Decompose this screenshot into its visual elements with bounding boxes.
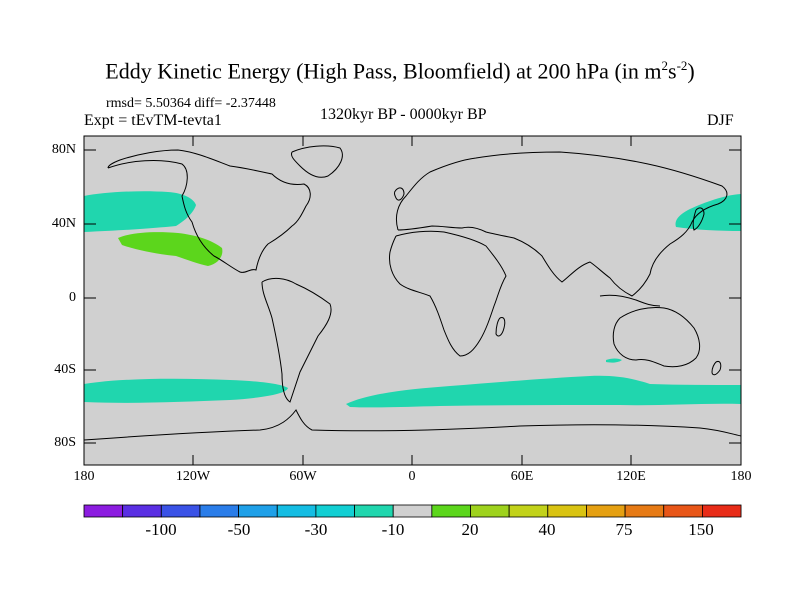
colorbar-box xyxy=(470,504,510,518)
new-zealand-coast xyxy=(711,361,722,376)
colorbar-label: -10 xyxy=(381,520,405,539)
colorbar-label: -50 xyxy=(227,520,251,539)
north-america-coast xyxy=(107,149,311,273)
colorbar-label: -100 xyxy=(145,520,177,539)
lat-label-80n: 80N xyxy=(51,142,76,157)
madagascar-coast xyxy=(495,317,506,337)
lon-label-180w: 180 xyxy=(73,469,95,484)
lon-label-60e: 60E xyxy=(510,469,534,484)
british-isles-coast xyxy=(394,187,405,201)
rmsd-diff-stats: rmsd= 5.50364 diff= -2.37448 xyxy=(106,96,276,111)
colorbar-label: 75 xyxy=(615,520,633,539)
colorbar-box xyxy=(508,504,549,518)
colorbar-box xyxy=(199,504,239,518)
colorbar-box xyxy=(122,504,162,518)
colorbar-label: 40 xyxy=(538,520,556,539)
subtropical-pacific-shading xyxy=(118,232,223,266)
map-background xyxy=(84,136,741,465)
colorbar-box xyxy=(547,504,587,518)
colorbar-box xyxy=(354,504,394,518)
lon-label-60w: 60W xyxy=(289,469,317,484)
eurasia-coast xyxy=(395,151,728,297)
lat-label-40n: 40N xyxy=(51,216,76,231)
plot-title: Eddy Kinetic Energy (High Pass, Bloomfie… xyxy=(105,58,695,84)
colorbar-box xyxy=(83,504,124,518)
southern-ocean-pacific-shading xyxy=(84,378,288,403)
experiment-label: Expt = tEvTM-tevta1 xyxy=(84,112,222,129)
lat-ticks xyxy=(84,149,741,444)
antarctica-coast xyxy=(84,409,741,441)
colorbar-label: -30 xyxy=(304,520,328,539)
colorbar-box xyxy=(160,504,201,518)
lon-ticks xyxy=(192,136,632,465)
lon-label-120w: 120W xyxy=(175,469,211,484)
colorbar-label: 150 xyxy=(688,520,714,539)
colorbar-box xyxy=(663,504,703,518)
lat-label-40s: 40S xyxy=(54,362,76,377)
colorbar-box xyxy=(702,504,742,518)
japan-coast xyxy=(692,207,705,231)
australia-coast xyxy=(612,307,701,368)
colorbar-box xyxy=(431,504,471,518)
lon-label-0: 0 xyxy=(408,469,416,484)
colorbar-box xyxy=(276,504,317,518)
indonesia-coast xyxy=(599,294,661,307)
africa-coast xyxy=(389,230,507,357)
colorbar-box xyxy=(238,504,278,518)
colorbar-box xyxy=(315,504,355,518)
indian-ocean-patch xyxy=(606,358,622,363)
lon-label-180e: 180 xyxy=(730,469,752,484)
greenland-coast xyxy=(291,145,343,178)
period-label: 1320kyr BP - 0000kyr BP xyxy=(320,106,487,123)
season-label: DJF xyxy=(707,112,734,129)
colorbar-box xyxy=(586,504,626,518)
coastlines xyxy=(84,145,741,441)
lon-label-120e: 120E xyxy=(616,469,646,484)
colorbar-box xyxy=(392,504,433,518)
north-pacific-west-shading xyxy=(84,191,196,232)
lat-label-0: 0 xyxy=(69,290,76,305)
lat-label-80s: 80S xyxy=(54,435,76,450)
map-content xyxy=(84,145,741,441)
colorbar-box xyxy=(624,504,665,518)
colorbar xyxy=(83,504,742,518)
southern-ocean-atlantic-indian-shading xyxy=(346,375,741,408)
colorbar-label: 20 xyxy=(461,520,479,539)
south-america-coast xyxy=(261,277,332,403)
